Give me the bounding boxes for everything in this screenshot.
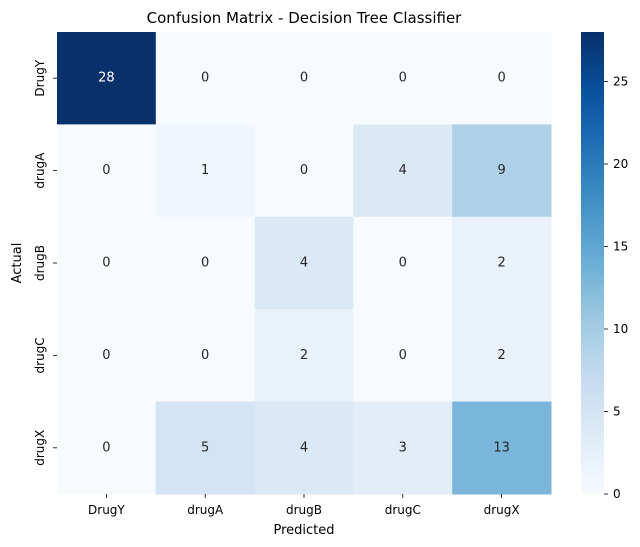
cell-DrugY-drugB <box>254 32 354 125</box>
colorbar: 0 5 10 15 20 25 <box>581 32 628 501</box>
cell-label-drugX-drugC: 3 <box>399 440 407 455</box>
cell-drugC-DrugY <box>57 309 157 403</box>
cell-label-DrugY-drugA: 0 <box>201 71 209 86</box>
cell-drugB-drugX <box>452 216 552 310</box>
y-tick-label-drugC: drugC <box>33 337 47 373</box>
x-tick-label-drugA: drugA <box>187 503 224 517</box>
cell-DrugY-drugC <box>353 32 453 125</box>
cell-label-drugA-drugB: 0 <box>300 163 308 178</box>
cell-drugC-drugB <box>254 309 354 403</box>
cell-DrugY-drugX <box>452 32 552 125</box>
cell-label-drugC-drugC: 0 <box>399 348 407 363</box>
cell-drugB-drugA <box>155 216 256 310</box>
colorbar-tick-label-0: 0 <box>613 487 621 501</box>
y-tick-label-drugB: drugB <box>33 245 47 281</box>
colorbar-gradient <box>581 32 604 494</box>
y-axis-ticks: DrugY drugA drugB drugC drugX <box>33 59 57 466</box>
cell-drugA-DrugY <box>57 124 157 218</box>
cell-label-drugC-drugX: 2 <box>497 348 505 363</box>
cell-label-drugC-drugB: 2 <box>300 348 308 363</box>
cell-label-drugC-drugA: 0 <box>201 348 209 363</box>
chart-title: Confusion Matrix - Decision Tree Classif… <box>147 9 463 27</box>
cell-drugX-drugB <box>254 401 354 495</box>
cell-label-DrugY-drugC: 0 <box>399 71 407 86</box>
cell-drugA-drugA <box>155 124 256 218</box>
colorbar-tick-label-5: 5 <box>613 405 621 419</box>
cell-drugB-drugB <box>254 216 354 310</box>
x-tick-label-drugX: drugX <box>484 503 520 517</box>
colorbar-tick-label-25: 25 <box>613 75 628 89</box>
cell-label-drugB-drugB: 4 <box>300 256 308 271</box>
y-tick-label-drugA: drugA <box>33 152 47 189</box>
x-tick-label-drugB: drugB <box>286 503 322 517</box>
y-tick-label-DrugY: DrugY <box>33 59 47 96</box>
cell-drugX-DrugY <box>57 401 157 495</box>
cell-DrugY-DrugY <box>57 32 157 125</box>
colorbar-tick-label-10: 10 <box>613 322 628 336</box>
x-tick-label-drugC: drugC <box>385 503 421 517</box>
cell-label-drugB-DrugY: 0 <box>102 256 110 271</box>
cell-label-drugA-drugC: 4 <box>399 163 407 178</box>
cell-label-DrugY-DrugY: 28 <box>98 71 115 86</box>
cell-label-drugA-drugA: 1 <box>201 163 209 178</box>
cell-drugC-drugA <box>155 309 256 403</box>
cell-label-drugX-drugX: 13 <box>493 440 510 455</box>
cell-drugA-drugX <box>452 124 552 218</box>
colorbar-tick-label-20: 20 <box>613 157 628 171</box>
heatmap: 28 0 0 0 0 0 1 0 4 9 0 0 4 0 2 0 0 2 0 2 0 5 4 3 13 <box>57 32 552 495</box>
cell-drugA-drugB <box>254 124 354 218</box>
cell-label-drugX-DrugY: 0 <box>102 440 110 455</box>
y-axis-label: Actual <box>10 243 25 284</box>
cell-label-drugB-drugA: 0 <box>201 256 209 271</box>
cell-drugC-drugX <box>452 309 552 403</box>
cell-drugB-drugC <box>353 216 453 310</box>
cell-drugA-drugC <box>353 124 453 218</box>
cell-label-drugA-drugX: 9 <box>497 163 505 178</box>
x-axis-ticks: DrugY drugA drugB drugC drugX <box>88 494 520 517</box>
cell-drugC-drugC <box>353 309 453 403</box>
cell-label-drugA-DrugY: 0 <box>102 163 110 178</box>
x-tick-label-DrugY: DrugY <box>88 503 125 517</box>
cell-drugX-drugA <box>155 401 256 495</box>
x-axis-label: Predicted <box>273 523 334 538</box>
cell-label-drugX-drugB: 4 <box>300 440 308 455</box>
cell-label-drugB-drugX: 2 <box>497 256 505 271</box>
cell-drugX-drugC <box>353 401 453 495</box>
cell-label-drugC-DrugY: 0 <box>102 348 110 363</box>
cell-DrugY-drugA <box>155 32 256 125</box>
cell-label-DrugY-drugX: 0 <box>497 71 505 86</box>
colorbar-tick-label-15: 15 <box>613 240 628 254</box>
cell-drugB-DrugY <box>57 216 157 310</box>
y-tick-label-drugX: drugX <box>33 430 47 466</box>
cell-label-drugB-drugC: 0 <box>399 256 407 271</box>
cell-label-drugX-drugA: 5 <box>201 440 209 455</box>
cell-drugX-drugX <box>452 401 552 495</box>
cell-label-DrugY-drugB: 0 <box>300 71 308 86</box>
